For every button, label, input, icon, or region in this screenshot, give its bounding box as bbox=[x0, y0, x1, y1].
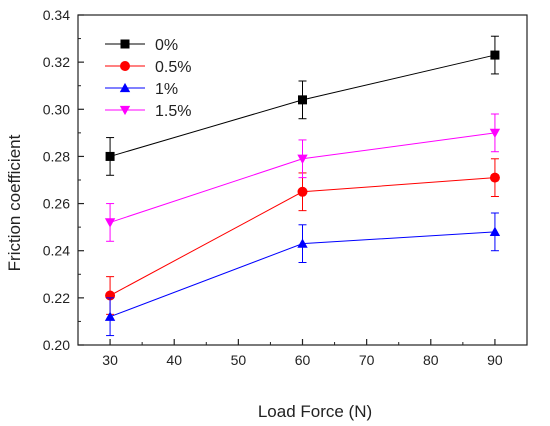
legend-marker bbox=[120, 39, 130, 49]
series-2 bbox=[104, 212, 501, 337]
legend-marker bbox=[119, 105, 131, 116]
legend-item: 1.5% bbox=[105, 103, 191, 120]
x-tick-label: 40 bbox=[166, 352, 182, 368]
y-axis-title: Friction coefficient bbox=[5, 134, 24, 271]
legend: 0% 0.5% 1% 1.5% bbox=[105, 37, 191, 120]
x-tick-label: 60 bbox=[295, 352, 311, 368]
x-tick-label: 80 bbox=[423, 352, 439, 368]
data-point bbox=[104, 311, 116, 321]
data-point bbox=[104, 218, 116, 228]
y-tick-label: 0.24 bbox=[43, 243, 70, 259]
y-tick-label: 0.22 bbox=[43, 290, 70, 306]
data-point bbox=[490, 50, 500, 60]
data-point bbox=[297, 238, 308, 248]
legend-marker bbox=[119, 82, 131, 93]
y-tick-label: 0.34 bbox=[43, 7, 70, 23]
y-tick-label: 0.20 bbox=[43, 337, 70, 353]
legend-item: 0.5% bbox=[105, 59, 191, 76]
data-point bbox=[489, 172, 500, 183]
data-point bbox=[297, 186, 308, 197]
x-tick-label: 90 bbox=[487, 352, 503, 368]
plot-layer: 30 40 50 60 70 80 90 0.20 0.22 0.24 0.26 0.28 0.30 0.… bbox=[43, 7, 528, 368]
legend-label: 1% bbox=[155, 81, 178, 98]
legend-label: 1.5% bbox=[155, 103, 191, 120]
data-point bbox=[489, 128, 501, 139]
data-point bbox=[297, 154, 308, 164]
series-3 bbox=[104, 113, 501, 242]
series-0 bbox=[105, 35, 500, 176]
legend-marker bbox=[120, 61, 130, 71]
legend-label: 0.5% bbox=[155, 59, 191, 76]
x-tick-label: 30 bbox=[102, 352, 118, 368]
series-1 bbox=[105, 158, 500, 315]
legend-item: 0% bbox=[105, 37, 178, 54]
legend-label: 0% bbox=[155, 37, 178, 54]
data-point bbox=[298, 95, 307, 105]
y-tick-label: 0.28 bbox=[43, 148, 70, 164]
y-tick-label: 0.30 bbox=[43, 101, 70, 117]
x-tick-label: 70 bbox=[359, 352, 375, 368]
x-axis-title: Load Force (N) bbox=[258, 402, 372, 421]
data-point bbox=[489, 226, 501, 236]
x-tick-label: 50 bbox=[231, 352, 247, 368]
legend-item: 1% bbox=[105, 81, 178, 98]
y-tick-label: 0.32 bbox=[43, 54, 70, 70]
data-point bbox=[105, 151, 115, 161]
y-tick-label: 0.26 bbox=[43, 196, 70, 212]
